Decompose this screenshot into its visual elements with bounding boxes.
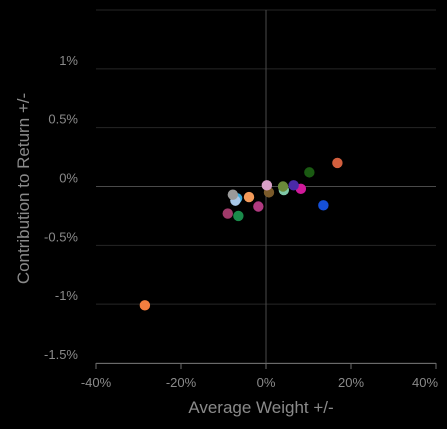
points-layer — [139, 157, 343, 311]
scatter-point[interactable] — [318, 200, 329, 211]
y-tick-label: 1% — [59, 53, 78, 68]
x-axis-title: Average Weight +/- — [188, 398, 333, 417]
y-tick-label: 0% — [59, 171, 78, 186]
y-tick-label: -1.5% — [44, 347, 78, 362]
scatter-point[interactable] — [332, 157, 343, 169]
x-tick-label: 40% — [412, 375, 438, 390]
scatter-point[interactable] — [261, 180, 273, 191]
scatter-point[interactable] — [139, 300, 151, 311]
x-tick-label: 0% — [257, 375, 276, 390]
x-tick-label: -40% — [81, 375, 112, 390]
x-tick-label: -20% — [166, 375, 197, 390]
scatter-point[interactable] — [288, 180, 299, 191]
x-tick-label: 20% — [338, 375, 364, 390]
scatter-point[interactable] — [304, 167, 315, 178]
scatter-point[interactable] — [277, 181, 289, 192]
scatter-point[interactable] — [233, 210, 244, 222]
scatter-point[interactable] — [227, 189, 239, 200]
y-tick-label: -0.5% — [44, 229, 78, 244]
scatter-point[interactable] — [253, 201, 264, 212]
y-axis-title: Contribution to Return +/- — [14, 93, 33, 284]
scatter-point[interactable] — [222, 208, 233, 219]
axis-layer: -1.5% -1% -0.5% 0% 0.5% 1% -40% -20% 0% 20% 40% — [44, 53, 438, 390]
y-tick-label: 0.5% — [48, 112, 78, 127]
y-tick-label: -1% — [55, 288, 79, 303]
scatter-point[interactable] — [243, 191, 255, 203]
